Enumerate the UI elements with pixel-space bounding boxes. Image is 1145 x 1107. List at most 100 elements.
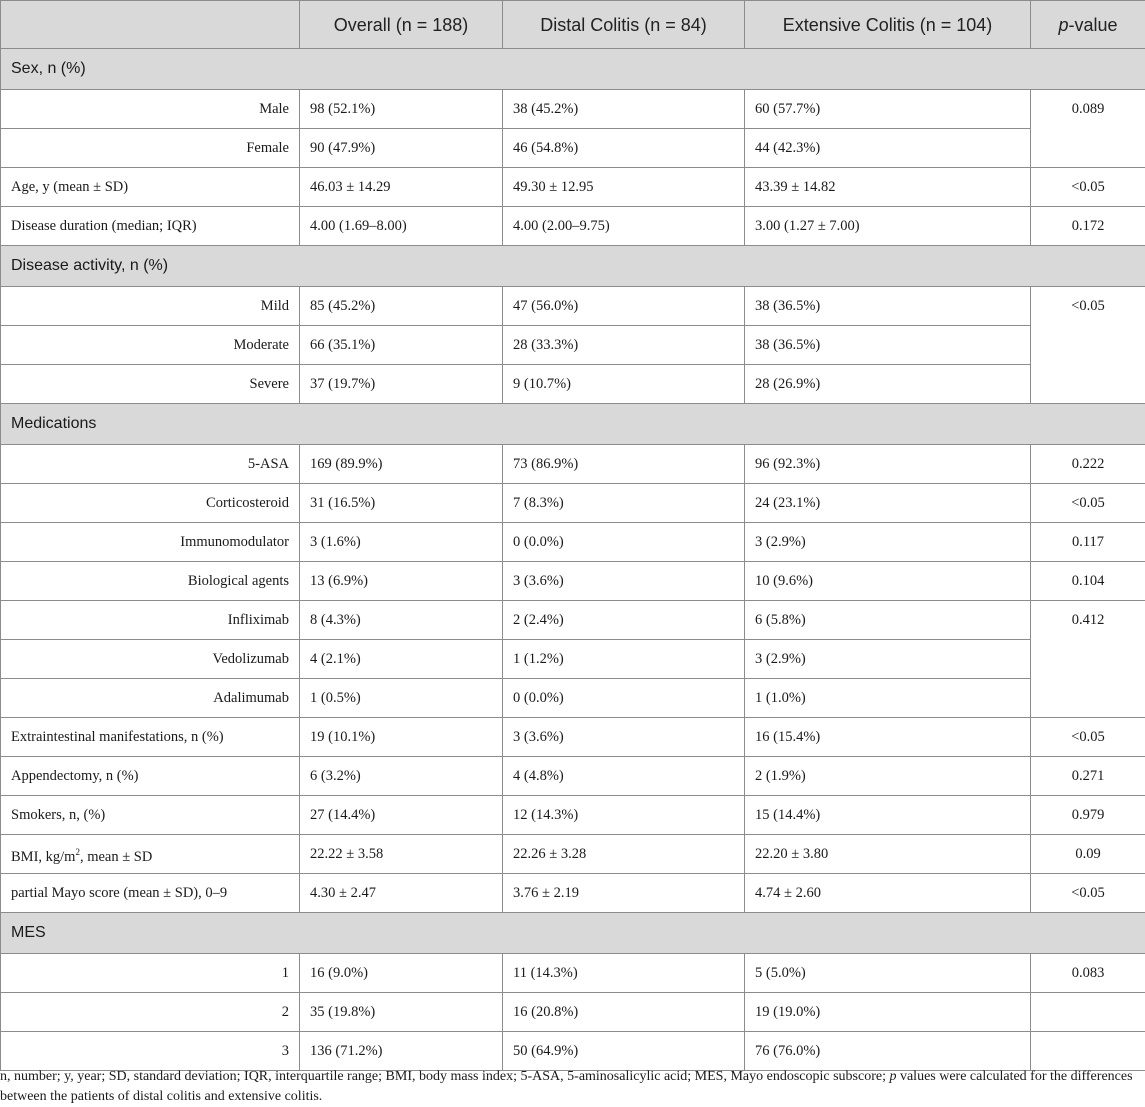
cell-pvalue: 0.089 <box>1031 90 1145 168</box>
cell-overall: 4.30 ± 2.47 <box>300 874 503 913</box>
row-label: Moderate <box>1 326 300 365</box>
cell-pvalue: 0.271 <box>1031 757 1145 796</box>
cell-extensive: 76 (76.0%) <box>745 1032 1031 1071</box>
cell-distal: 73 (86.9%) <box>503 445 745 484</box>
table-row-mes-3: 3 136 (71.2%) 50 (64.9%) 76 (76.0%) <box>1 1032 1145 1071</box>
table-row-duration: Disease duration (median; IQR) 4.00 (1.6… <box>1 207 1145 246</box>
table-row-mayo: partial Mayo score (mean ± SD), 0–9 4.30… <box>1 874 1145 913</box>
cell-pvalue <box>1031 1032 1145 1071</box>
cell-extensive: 4.74 ± 2.60 <box>745 874 1031 913</box>
table-row-extraintestinal: Extraintestinal manifestations, n (%) 19… <box>1 718 1145 757</box>
cell-overall: 37 (19.7%) <box>300 365 503 404</box>
row-label: Mild <box>1 287 300 326</box>
cell-distal: 49.30 ± 12.95 <box>503 168 745 207</box>
cell-pvalue: 0.083 <box>1031 954 1145 993</box>
characteristics-table: Overall (n = 188) Distal Colitis (n = 84… <box>0 0 1145 1071</box>
section-row-activity: Disease activity, n (%) <box>1 246 1145 287</box>
row-label: Biological agents <box>1 562 300 601</box>
cell-pvalue: <0.05 <box>1031 874 1145 913</box>
table-row-appendectomy: Appendectomy, n (%) 6 (3.2%) 4 (4.8%) 2 … <box>1 757 1145 796</box>
cell-pvalue: 0.172 <box>1031 207 1145 246</box>
section-row-mes: MES <box>1 913 1145 954</box>
table-row-immunomodulator: Immunomodulator 3 (1.6%) 0 (0.0%) 3 (2.9… <box>1 523 1145 562</box>
cell-distal: 0 (0.0%) <box>503 523 745 562</box>
cell-distal: 3 (3.6%) <box>503 562 745 601</box>
header-row: Overall (n = 188) Distal Colitis (n = 84… <box>1 1 1145 49</box>
cell-pvalue: 0.09 <box>1031 835 1145 874</box>
cell-pvalue: <0.05 <box>1031 718 1145 757</box>
cell-distal: 28 (33.3%) <box>503 326 745 365</box>
table-row-corticosteroid: Corticosteroid 31 (16.5%) 7 (8.3%) 24 (2… <box>1 484 1145 523</box>
cell-extensive: 43.39 ± 14.82 <box>745 168 1031 207</box>
cell-extensive: 44 (42.3%) <box>745 129 1031 168</box>
row-label: Appendectomy, n (%) <box>1 757 300 796</box>
table-row-5asa: 5-ASA 169 (89.9%) 73 (86.9%) 96 (92.3%) … <box>1 445 1145 484</box>
row-label: Smokers, n, (%) <box>1 796 300 835</box>
cell-pvalue: <0.05 <box>1031 287 1145 404</box>
table-row-biological: Biological agents 13 (6.9%) 3 (3.6%) 10 … <box>1 562 1145 601</box>
section-label-medications: Medications <box>1 404 1145 445</box>
row-label: partial Mayo score (mean ± SD), 0–9 <box>1 874 300 913</box>
row-label: Corticosteroid <box>1 484 300 523</box>
row-label: Disease duration (median; IQR) <box>1 207 300 246</box>
header-p: p <box>1058 15 1068 35</box>
cell-overall: 90 (47.9%) <box>300 129 503 168</box>
cell-distal: 11 (14.3%) <box>503 954 745 993</box>
header-distal: Distal Colitis (n = 84) <box>503 1 745 49</box>
cell-extensive: 3 (2.9%) <box>745 523 1031 562</box>
row-label: Female <box>1 129 300 168</box>
table-row-male: Male 98 (52.1%) 38 (45.2%) 60 (57.7%) 0.… <box>1 90 1145 129</box>
cell-overall: 31 (16.5%) <box>300 484 503 523</box>
cell-distal: 38 (45.2%) <box>503 90 745 129</box>
cell-extensive: 5 (5.0%) <box>745 954 1031 993</box>
bmi-label-text: BMI, kg/m <box>11 848 75 864</box>
table-row-moderate: Moderate 66 (35.1%) 28 (33.3%) 38 (36.5%… <box>1 326 1145 365</box>
header-pvalue: p-value <box>1031 1 1145 49</box>
cell-distal: 50 (64.9%) <box>503 1032 745 1071</box>
bmi-label-tail: , mean ± SD <box>80 848 152 864</box>
cell-overall: 46.03 ± 14.29 <box>300 168 503 207</box>
cell-extensive: 19 (19.0%) <box>745 993 1031 1032</box>
cell-pvalue: <0.05 <box>1031 484 1145 523</box>
table-row-age: Age, y (mean ± SD) 46.03 ± 14.29 49.30 ±… <box>1 168 1145 207</box>
cell-distal: 0 (0.0%) <box>503 679 745 718</box>
row-label: Male <box>1 90 300 129</box>
table-row-infliximab: Infliximab 8 (4.3%) 2 (2.4%) 6 (5.8%) 0.… <box>1 601 1145 640</box>
cell-extensive: 3 (2.9%) <box>745 640 1031 679</box>
table-row-severe: Severe 37 (19.7%) 9 (10.7%) 28 (26.9%) <box>1 365 1145 404</box>
header-empty <box>1 1 300 49</box>
cell-overall: 22.22 ± 3.58 <box>300 835 503 874</box>
cell-overall: 1 (0.5%) <box>300 679 503 718</box>
cell-overall: 13 (6.9%) <box>300 562 503 601</box>
cell-overall: 98 (52.1%) <box>300 90 503 129</box>
row-label: 1 <box>1 954 300 993</box>
cell-overall: 6 (3.2%) <box>300 757 503 796</box>
cell-pvalue: 0.117 <box>1031 523 1145 562</box>
row-label: 2 <box>1 993 300 1032</box>
cell-distal: 3.76 ± 2.19 <box>503 874 745 913</box>
table-row-bmi: BMI, kg/m2, mean ± SD 22.22 ± 3.58 22.26… <box>1 835 1145 874</box>
cell-pvalue: 0.222 <box>1031 445 1145 484</box>
cell-distal: 2 (2.4%) <box>503 601 745 640</box>
section-label-mes: MES <box>1 913 1145 954</box>
row-label: Vedolizumab <box>1 640 300 679</box>
cell-pvalue <box>1031 993 1145 1032</box>
cell-pvalue: 0.979 <box>1031 796 1145 835</box>
cell-extensive: 15 (14.4%) <box>745 796 1031 835</box>
header-extensive: Extensive Colitis (n = 104) <box>745 1 1031 49</box>
row-label: Immunomodulator <box>1 523 300 562</box>
cell-overall: 85 (45.2%) <box>300 287 503 326</box>
cell-extensive: 22.20 ± 3.80 <box>745 835 1031 874</box>
cell-pvalue: 0.412 <box>1031 601 1145 718</box>
section-row-sex: Sex, n (%) <box>1 49 1145 90</box>
cell-overall: 8 (4.3%) <box>300 601 503 640</box>
cell-distal: 16 (20.8%) <box>503 993 745 1032</box>
cell-distal: 22.26 ± 3.28 <box>503 835 745 874</box>
row-label: Infliximab <box>1 601 300 640</box>
row-label: Extraintestinal manifestations, n (%) <box>1 718 300 757</box>
cell-distal: 4 (4.8%) <box>503 757 745 796</box>
table-row-mes-1: 1 16 (9.0%) 11 (14.3%) 5 (5.0%) 0.083 <box>1 954 1145 993</box>
table-row-smokers: Smokers, n, (%) 27 (14.4%) 12 (14.3%) 15… <box>1 796 1145 835</box>
cell-overall: 66 (35.1%) <box>300 326 503 365</box>
cell-overall: 35 (19.8%) <box>300 993 503 1032</box>
